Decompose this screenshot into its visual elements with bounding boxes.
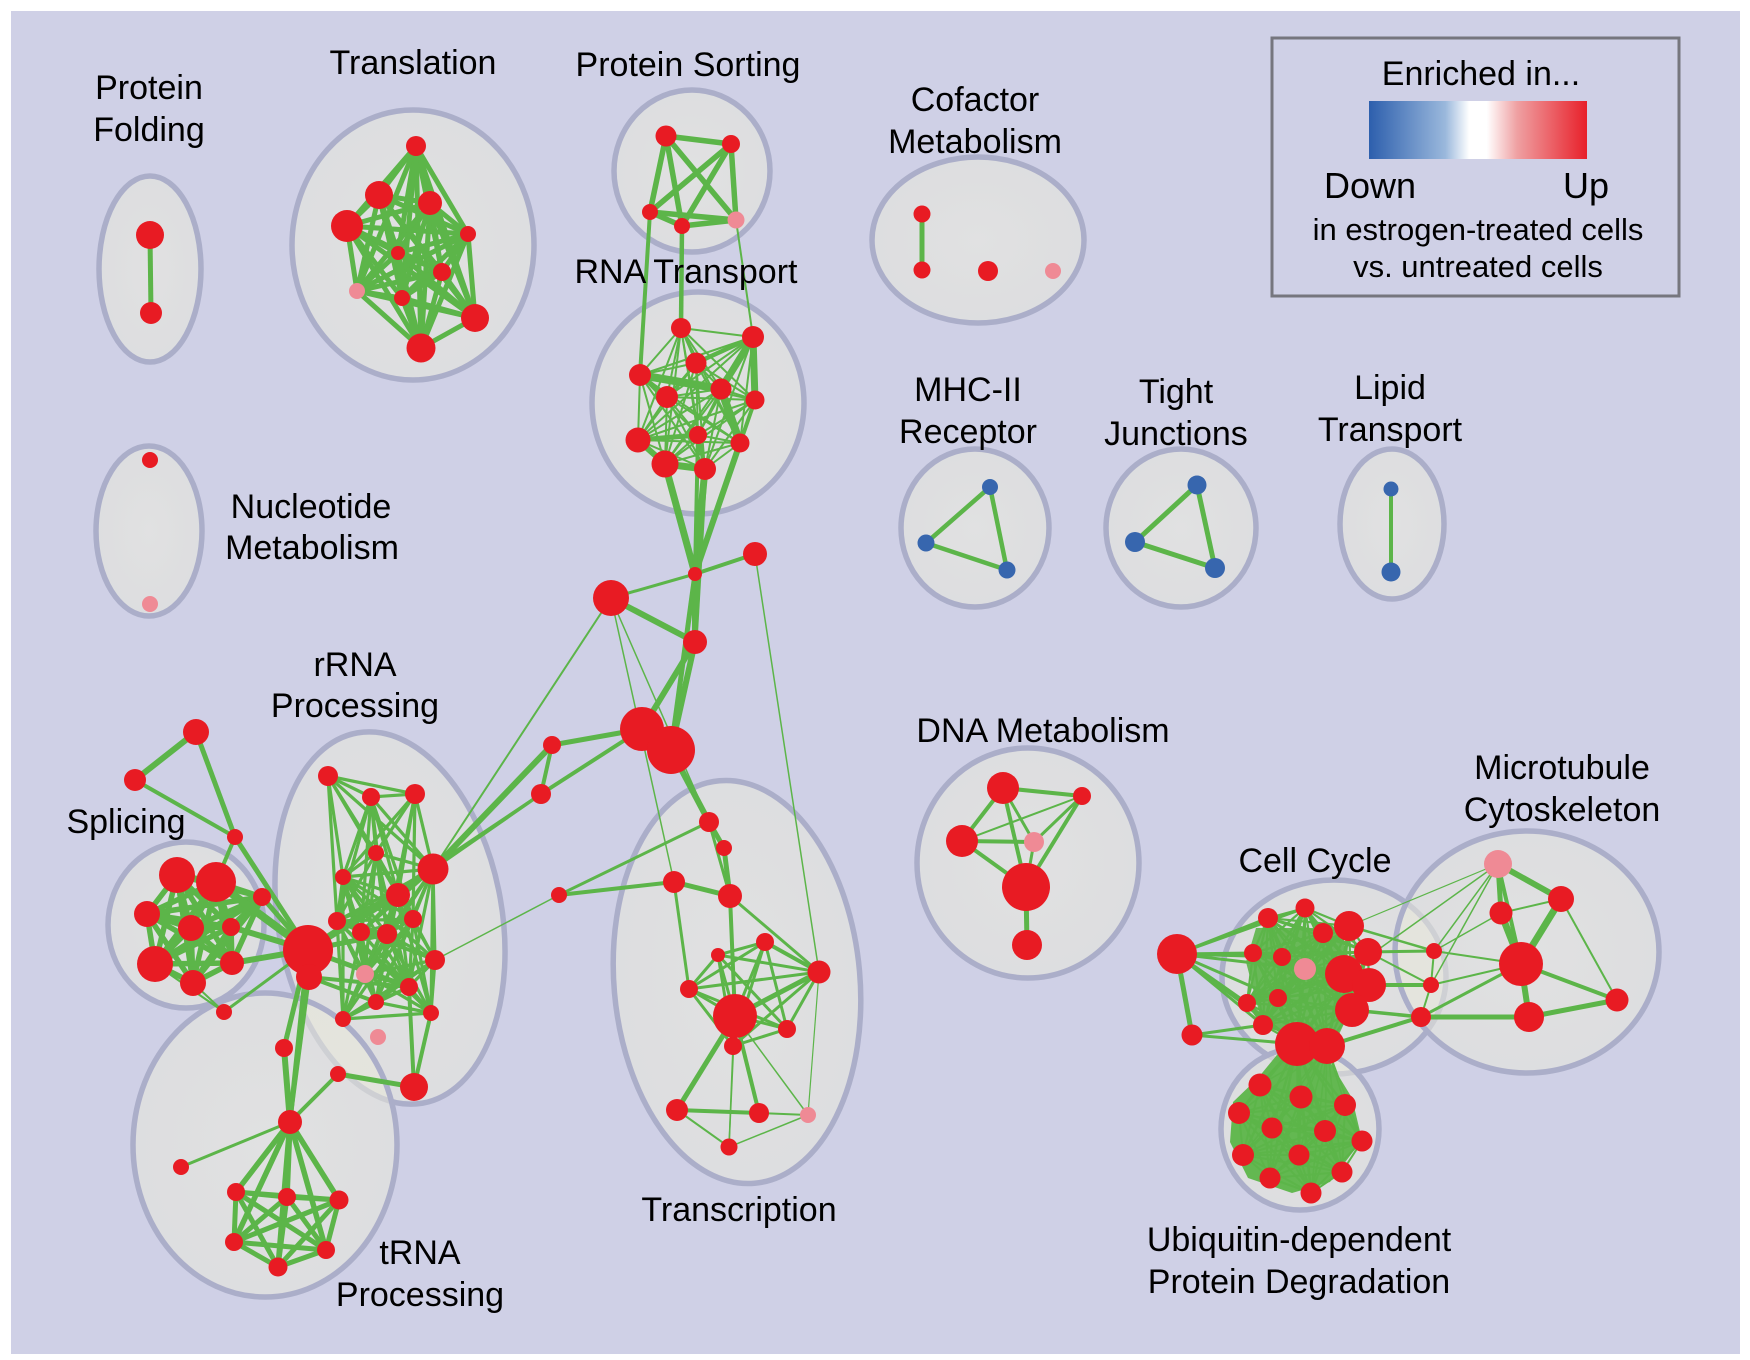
svg-text:Junctions: Junctions (1104, 415, 1248, 453)
svg-text:Up: Up (1563, 165, 1609, 206)
svg-text:Transport: Transport (1318, 411, 1463, 449)
svg-text:Protein: Protein (95, 69, 203, 107)
svg-text:Processing: Processing (271, 687, 439, 725)
svg-text:Cell Cycle: Cell Cycle (1238, 842, 1391, 880)
svg-text:Down: Down (1324, 165, 1416, 206)
svg-text:DNA Metabolism: DNA Metabolism (916, 712, 1169, 750)
svg-text:Nucleotide: Nucleotide (231, 488, 392, 526)
svg-text:Metabolism: Metabolism (888, 123, 1062, 161)
svg-text:Cytoskeleton: Cytoskeleton (1464, 791, 1661, 829)
svg-text:RNA Transport: RNA Transport (575, 253, 799, 291)
svg-text:rRNA: rRNA (313, 646, 396, 684)
svg-text:Tight: Tight (1139, 373, 1214, 411)
svg-text:Enriched in...: Enriched in... (1382, 55, 1580, 93)
svg-text:Microtubule: Microtubule (1474, 749, 1650, 787)
svg-text:Metabolism: Metabolism (225, 529, 399, 567)
svg-text:Receptor: Receptor (899, 413, 1037, 451)
svg-text:Ubiquitin-dependent: Ubiquitin-dependent (1147, 1221, 1452, 1259)
svg-text:Cofactor: Cofactor (911, 81, 1040, 119)
svg-text:Translation: Translation (330, 44, 497, 82)
svg-text:Lipid: Lipid (1354, 369, 1426, 407)
svg-text:in estrogen-treated cells: in estrogen-treated cells (1313, 212, 1644, 247)
svg-text:Folding: Folding (93, 111, 205, 149)
svg-text:Processing: Processing (336, 1276, 504, 1314)
svg-text:Splicing: Splicing (66, 803, 185, 841)
svg-text:Protein Sorting: Protein Sorting (576, 46, 801, 84)
svg-text:Protein Degradation: Protein Degradation (1148, 1263, 1450, 1301)
svg-text:MHC-II: MHC-II (914, 371, 1022, 409)
svg-text:vs. untreated cells: vs. untreated cells (1353, 249, 1603, 284)
svg-text:Transcription: Transcription (641, 1191, 836, 1229)
svg-text:tRNA: tRNA (379, 1234, 461, 1272)
